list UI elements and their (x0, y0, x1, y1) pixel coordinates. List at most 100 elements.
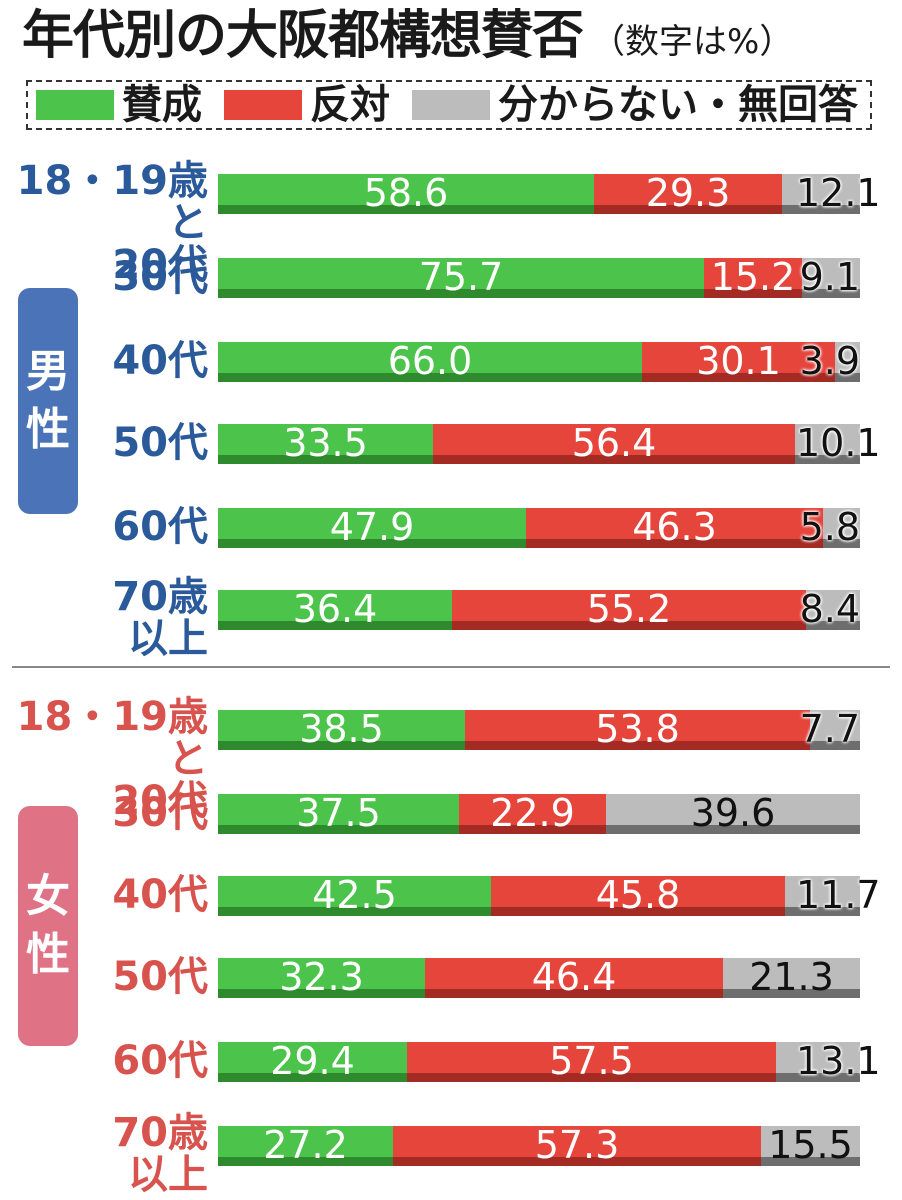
value-label-approve: 37.5 (296, 791, 381, 835)
value-label-unknown: 39.6 (690, 791, 776, 835)
value-label-oppose: 46.3 (632, 505, 717, 549)
gender-char: 女 (26, 871, 70, 922)
age-label: 70歳 以上 (112, 1110, 208, 1198)
age-label: 30代 (112, 790, 208, 836)
age-label: 60代 (112, 504, 208, 550)
value-label-approve: 58.6 (363, 171, 449, 215)
bar-segment-oppose (433, 424, 795, 464)
stacked-bar: 27.2 57.3 15.5 (218, 1123, 860, 1167)
value-label-oppose: 22.9 (490, 791, 575, 835)
stacked-bar: 37.5 22.9 39.6 (218, 791, 860, 835)
legend-item-oppose: 反対 (224, 82, 390, 128)
value-label-unknown: 21.3 (749, 955, 834, 999)
bar-segment-oppose (393, 1126, 761, 1166)
title-main: 年代別の大阪都構想賛否 (22, 6, 584, 66)
value-label-unknown: 13.1 (796, 1039, 881, 1083)
bar-segment-approve (218, 590, 452, 630)
value-label-oppose: 30.1 (696, 339, 781, 383)
bar-segment-approve (218, 1126, 393, 1166)
age-label: 40代 (112, 872, 208, 918)
value-label-unknown: 9.1 (799, 255, 860, 299)
bar-segment-unknown (810, 710, 860, 750)
bar-segment-unknown (823, 508, 860, 548)
value-label-unknown: 8.4 (799, 587, 860, 631)
gender-char: 男 (26, 346, 70, 397)
bar-segment-unknown (723, 958, 860, 998)
legend-item-unknown: 分からない・無回答 (412, 82, 858, 128)
stacked-bar: 29.4 57.5 13.1 (218, 1039, 881, 1083)
bar-segment-oppose (452, 590, 806, 630)
legend: 賛成 反対 分からない・無回答 (26, 80, 872, 130)
bar-segment-unknown (776, 1042, 860, 1082)
value-label-approve: 27.2 (263, 1123, 348, 1167)
stacked-bar: 66.0 30.1 3.9 (218, 339, 860, 383)
bar-segment-oppose (459, 794, 606, 834)
bar-segment-unknown (782, 174, 860, 214)
value-label-oppose: 53.8 (595, 707, 680, 751)
stacked-bar: 58.6 29.3 12.1 (218, 171, 881, 215)
bar-segment-approve (218, 1042, 407, 1082)
bar-segment-unknown (761, 1126, 860, 1166)
bar-segment-approve (218, 876, 491, 916)
value-label-oppose: 45.8 (595, 873, 681, 917)
stacked-bar: 42.5 45.8 11.7 (218, 873, 881, 917)
bar-segment-unknown (802, 258, 860, 298)
bar-segment-unknown (606, 794, 860, 834)
value-label-approve: 33.5 (283, 421, 368, 465)
bar-segment-oppose (425, 958, 723, 998)
bar-segment-oppose (642, 342, 835, 382)
value-label-approve: 66.0 (387, 339, 473, 383)
value-label-oppose: 57.3 (534, 1123, 620, 1167)
gender-badge-male: 男 性 (18, 288, 78, 514)
value-label-approve: 75.7 (418, 255, 504, 299)
stacked-bar: 38.5 53.8 7.7 (218, 707, 860, 751)
value-label-unknown: 5.8 (799, 505, 860, 549)
bar-segment-approve (218, 174, 594, 214)
value-label-approve: 32.3 (279, 955, 364, 999)
bar-segment-oppose (594, 174, 782, 214)
legend-swatch-unknown (412, 90, 490, 120)
bar-segment-approve (218, 710, 465, 750)
age-label: 18・19歳と 20代 (16, 158, 208, 288)
value-label-unknown: 12.1 (796, 171, 881, 215)
value-label-unknown: 15.5 (768, 1123, 853, 1167)
bar-segment-unknown (785, 876, 860, 916)
age-label: 40代 (112, 338, 208, 384)
bar-segment-approve (218, 794, 459, 834)
stacked-bar: 47.9 46.3 5.8 (218, 505, 860, 549)
bar-segment-approve (218, 258, 704, 298)
chart-title: 年代別の大阪都構想賛否 （数字は%） (22, 0, 793, 72)
stacked-bar: 33.5 56.4 10.1 (218, 421, 881, 465)
value-label-oppose: 29.3 (645, 171, 731, 215)
value-label-oppose: 56.4 (571, 421, 657, 465)
section-divider (12, 666, 890, 668)
value-label-oppose: 57.5 (549, 1039, 634, 1083)
title-unit-note: （数字は%） (591, 22, 794, 62)
stacked-bar: 36.4 55.2 8.4 (218, 587, 860, 631)
legend-swatch-approve (36, 90, 114, 120)
bar-segment-oppose (704, 258, 802, 298)
age-label: 18・19歳と 20代 (16, 694, 208, 824)
gender-char: 性 (26, 929, 70, 980)
legend-item-approve: 賛成 (36, 82, 202, 128)
bar-segment-approve (218, 342, 642, 382)
value-label-approve: 29.4 (270, 1039, 355, 1083)
value-label-approve: 36.4 (292, 587, 378, 631)
bar-segment-oppose (465, 710, 810, 750)
value-label-approve: 42.5 (312, 873, 397, 917)
value-label-oppose: 55.2 (586, 587, 672, 631)
legend-label-unknown: 分からない・無回答 (498, 82, 858, 128)
bar-segment-unknown (806, 590, 860, 630)
bar-segment-approve (218, 424, 433, 464)
age-label: 30代 (112, 254, 208, 300)
legend-swatch-oppose (224, 90, 302, 120)
age-label: 50代 (112, 420, 208, 466)
legend-label-oppose: 反対 (310, 82, 390, 128)
bar-segment-unknown (835, 342, 860, 382)
age-label: 60代 (112, 1038, 208, 1084)
bar-segment-oppose (407, 1042, 776, 1082)
stacked-bar: 75.7 15.2 9.1 (218, 255, 860, 299)
value-label-unknown: 7.7 (799, 707, 860, 751)
value-label-approve: 38.5 (299, 707, 384, 751)
gender-char: 性 (26, 404, 70, 455)
